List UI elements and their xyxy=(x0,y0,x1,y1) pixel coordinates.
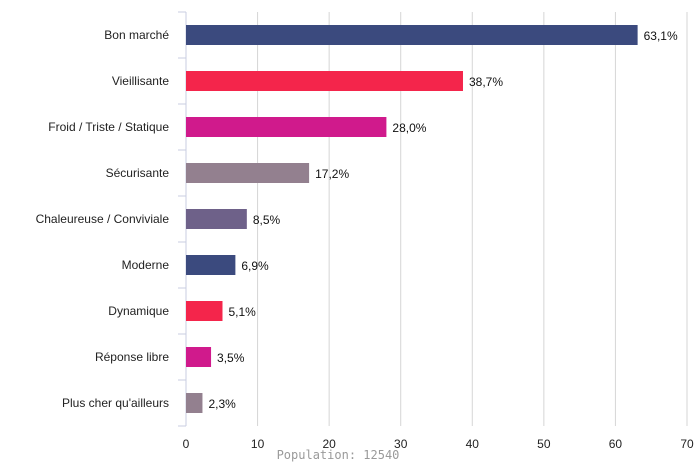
bar xyxy=(186,209,247,229)
bars xyxy=(186,25,638,413)
bar xyxy=(186,347,212,367)
bar xyxy=(186,163,310,183)
value-label: 6,9% xyxy=(241,259,269,273)
value-label: 28,0% xyxy=(392,121,426,135)
category-axis-ticks xyxy=(178,11,186,427)
x-tick-label: 50 xyxy=(537,437,551,451)
x-tick-label: 60 xyxy=(609,437,623,451)
category-label: Réponse libre xyxy=(95,350,169,364)
category-labels: Bon marché Vieillisante Froid / Triste / S… xyxy=(36,28,170,410)
x-axis-tick-labels: 0 10 20 30 40 50 60 70 xyxy=(183,437,694,451)
category-label: Vieillisante xyxy=(112,74,169,88)
category-label: Chaleureuse / Conviviale xyxy=(36,212,170,226)
value-labels: 63,1% 38,7% 28,0% 17,2% 8,5% 6,9% 5,1% 3,5% 2,3% xyxy=(208,29,678,411)
value-label: 2,3% xyxy=(208,397,236,411)
value-label: 17,2% xyxy=(315,167,349,181)
bar xyxy=(186,25,638,45)
category-label: Dynamique xyxy=(108,304,169,318)
value-label: 8,5% xyxy=(253,213,281,227)
category-label: Plus cher qu'ailleurs xyxy=(62,396,169,410)
x-tick-label: 10 xyxy=(251,437,265,451)
bar xyxy=(186,301,223,321)
category-label: Bon marché xyxy=(104,28,169,42)
value-label: 63,1% xyxy=(644,29,678,43)
x-tick-label: 70 xyxy=(680,437,694,451)
category-label: Froid / Triste / Statique xyxy=(48,120,169,134)
category-label: Moderne xyxy=(122,258,170,272)
value-label: 5,1% xyxy=(229,305,257,319)
x-tick-label: 20 xyxy=(322,437,336,451)
category-label: Sécurisante xyxy=(106,166,170,180)
bar xyxy=(186,117,387,137)
bar xyxy=(186,393,203,413)
x-tick-label: 40 xyxy=(466,437,480,451)
value-label: 3,5% xyxy=(217,351,245,365)
x-tick-label: 0 xyxy=(183,437,190,451)
x-tick-label: 30 xyxy=(394,437,408,451)
bar xyxy=(186,255,236,275)
bar xyxy=(186,71,463,91)
population-label: Population: 12540 xyxy=(277,448,400,462)
value-label: 38,7% xyxy=(469,75,503,89)
